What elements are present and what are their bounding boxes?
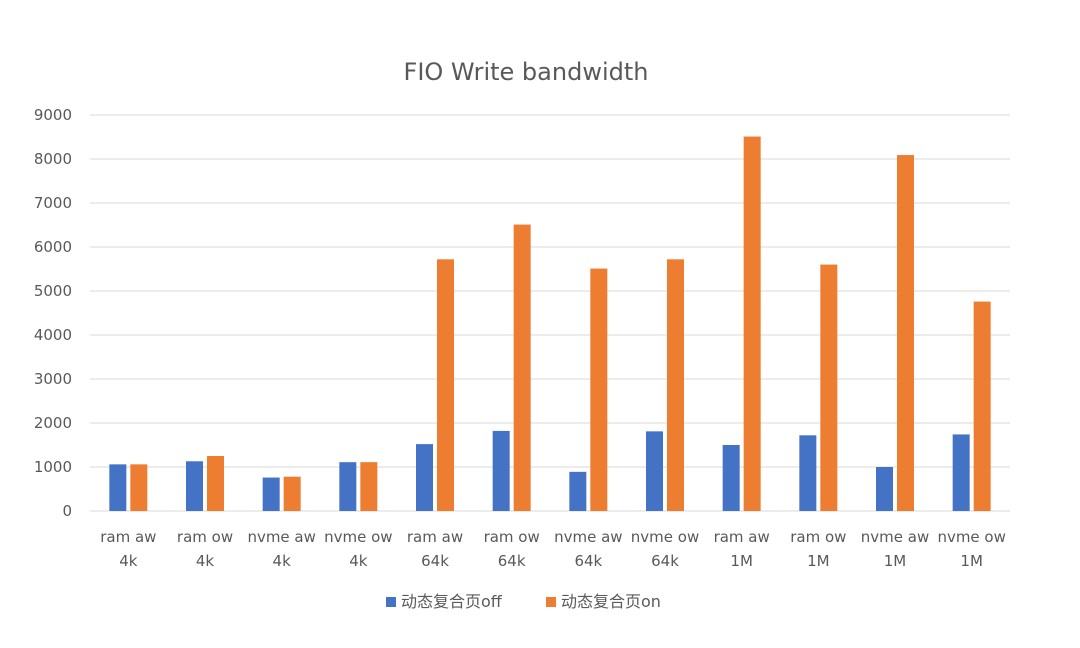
x-tick-label: nvme aw xyxy=(554,528,622,546)
bar-on-6 xyxy=(590,268,608,511)
x-tick-label: nvme aw xyxy=(861,528,929,546)
bar-on-3 xyxy=(360,462,378,511)
bar-on-11 xyxy=(973,301,991,511)
x-tick-label: ram aw xyxy=(100,528,156,546)
x-tick-label: 4k xyxy=(119,552,138,570)
legend-swatch xyxy=(546,597,556,607)
x-tick-label: 64k xyxy=(651,552,679,570)
x-tick-label: ram aw xyxy=(714,528,770,546)
x-tick-label: 1M xyxy=(884,552,907,570)
bar-off-2 xyxy=(262,477,280,511)
x-tick-label: ram ow xyxy=(790,528,846,546)
bar-on-8 xyxy=(743,136,761,511)
bar-off-7 xyxy=(646,431,663,511)
x-tick-label: nvme ow xyxy=(631,528,699,546)
bar-on-0 xyxy=(130,464,148,511)
bar-on-9 xyxy=(820,264,838,511)
y-axis-tick-labels: 0 1000 2000 3000 4000 5000 6000 7000 8000 9000 xyxy=(34,106,72,520)
x-tick-label: 64k xyxy=(574,552,602,570)
x-tick-label: 1M xyxy=(730,552,753,570)
y-tick-label: 8000 xyxy=(34,150,72,168)
y-tick-label: 1000 xyxy=(34,458,72,476)
legend-swatch xyxy=(386,597,396,607)
x-tick-label: 64k xyxy=(421,552,449,570)
bar-off-11 xyxy=(952,434,970,511)
x-tick-label: ram aw xyxy=(407,528,463,546)
y-tick-label: 4000 xyxy=(34,326,72,344)
y-tick-label: 6000 xyxy=(34,238,72,256)
bar-off-6 xyxy=(569,471,587,511)
bar-on-7 xyxy=(667,259,684,511)
bar-off-0 xyxy=(109,464,127,511)
bars xyxy=(109,136,991,512)
bar-on-4 xyxy=(437,259,454,511)
x-tick-label: 1M xyxy=(960,552,983,570)
bar-on-1 xyxy=(207,456,224,511)
y-tick-label: 5000 xyxy=(34,282,72,300)
y-tick-label: 0 xyxy=(62,502,72,520)
chart-title: FIO Write bandwidth xyxy=(404,58,649,86)
x-tick-label: ram ow xyxy=(177,528,233,546)
bar-off-1 xyxy=(186,461,203,511)
legend-label: 动态复合页on xyxy=(561,592,661,611)
x-tick-label: 64k xyxy=(498,552,526,570)
x-tick-label: ram ow xyxy=(484,528,540,546)
y-tick-label: 3000 xyxy=(34,370,72,388)
bar-off-5 xyxy=(492,430,510,511)
legend: 动态复合页off 动态复合页on xyxy=(386,592,661,611)
x-tick-label: 4k xyxy=(349,552,368,570)
bar-off-4 xyxy=(416,444,433,511)
legend-label: 动态复合页off xyxy=(401,592,503,611)
bar-on-2 xyxy=(283,476,301,511)
grid-lines xyxy=(90,114,1010,512)
x-tick-label: 4k xyxy=(273,552,292,570)
bar-off-9 xyxy=(799,435,817,511)
y-tick-label: 2000 xyxy=(34,414,72,432)
bar-on-5 xyxy=(513,224,531,511)
bar-on-10 xyxy=(897,155,914,512)
bar-off-3 xyxy=(339,462,357,511)
x-tick-label: 4k xyxy=(196,552,215,570)
bar-off-10 xyxy=(876,467,893,511)
x-axis-tick-labels: ram aw 4k ram ow 4k nvme aw 4k nvme ow 4k ram aw… xyxy=(100,528,1006,570)
x-tick-label: nvme ow xyxy=(937,528,1005,546)
y-tick-label: 9000 xyxy=(34,106,72,124)
x-tick-label: 1M xyxy=(807,552,830,570)
bar-off-8 xyxy=(722,445,740,511)
x-tick-label: nvme ow xyxy=(324,528,392,546)
y-tick-label: 7000 xyxy=(34,194,72,212)
x-tick-label: nvme aw xyxy=(247,528,315,546)
